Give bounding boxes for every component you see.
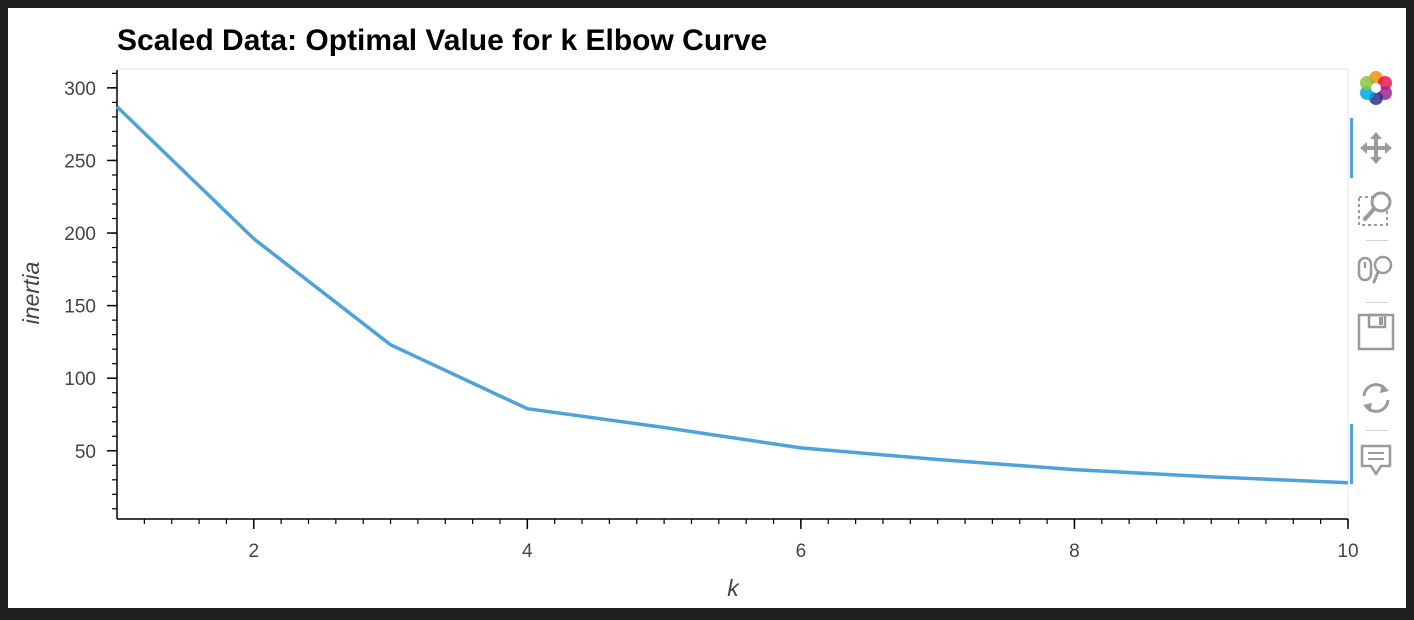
chart-panel: Scaled Data: Optimal Value for k Elbow C…	[8, 8, 1406, 608]
y-tick-label: 50	[75, 442, 96, 463]
save-icon[interactable]	[1356, 312, 1396, 352]
toolbar	[1350, 68, 1406, 508]
plot-frame	[116, 68, 1349, 520]
axes: 2 4 6 8 10 50 100 150 200 250 300	[64, 70, 1359, 562]
pan-active-indicator	[1350, 118, 1353, 178]
chart-title: Scaled Data: Optimal Value for k Elbow C…	[117, 24, 767, 57]
x-tick-label: 6	[796, 541, 807, 562]
box-zoom-icon[interactable]	[1356, 188, 1396, 228]
x-tick-label: 2	[248, 541, 259, 562]
bokeh-logo-icon[interactable]	[1356, 68, 1396, 108]
x-axis-label: k	[727, 575, 740, 601]
y-tick-label: 250	[64, 151, 96, 172]
y-axis-label: inertia	[18, 262, 44, 325]
y-tick-label: 300	[64, 79, 96, 100]
pan-icon[interactable]	[1356, 128, 1396, 168]
y-tick-label: 100	[64, 369, 96, 390]
toolbar-separator	[1366, 430, 1388, 431]
toolbar-separator	[1366, 302, 1388, 303]
elbow-chart: Scaled Data: Optimal Value for k Elbow C…	[18, 24, 1359, 601]
series-line[interactable]	[115, 105, 1349, 485]
y-tick-label: 150	[64, 297, 96, 318]
wheel-zoom-icon[interactable]	[1356, 250, 1396, 290]
x-tick-label: 8	[1069, 541, 1080, 562]
y-tick-label: 200	[64, 224, 96, 245]
x-tick-label: 4	[522, 541, 533, 562]
hover-icon[interactable]	[1356, 440, 1396, 480]
toolbar-separator	[1366, 240, 1388, 241]
x-tick-label: 10	[1337, 541, 1358, 562]
series-lines[interactable]	[115, 105, 1349, 485]
reset-icon[interactable]	[1356, 378, 1396, 418]
hover-active-indicator	[1350, 424, 1353, 484]
